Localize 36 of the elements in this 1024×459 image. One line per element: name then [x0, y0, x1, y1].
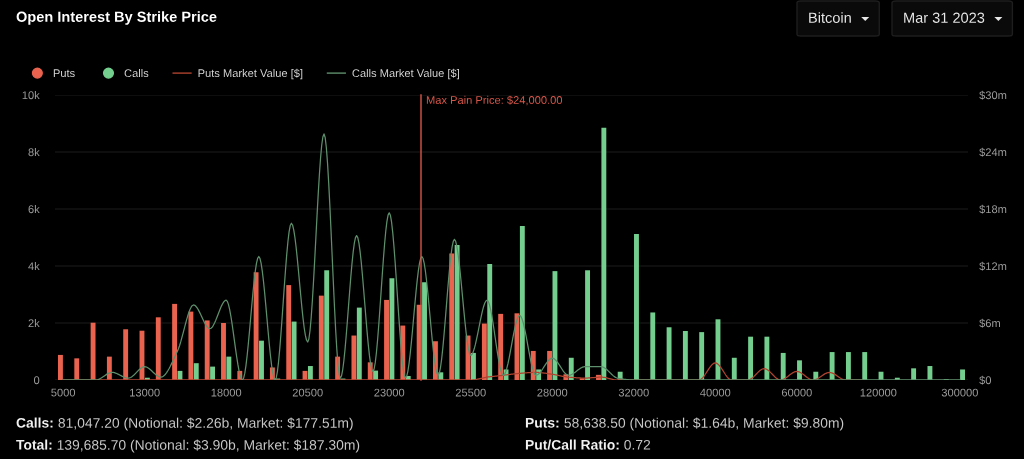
- text: Total: 139,685.70 (Notional: $3.90b, Market: $187.30m): [16, 439, 360, 453]
- x-tick-label: 32000: [618, 388, 649, 397]
- text: Put/Call Ratio: 0.72: [525, 439, 651, 450]
- x-tick-label: 5000: [51, 388, 76, 397]
- y-tick-label: 10k: [22, 90, 40, 100]
- x-tick-label: 18000: [211, 388, 242, 397]
- x-tick-label: 28000: [537, 388, 568, 397]
- y2-tick-label: $30m: [979, 90, 1007, 100]
- x-tick-label: 23000: [374, 388, 405, 397]
- x-tick-label: 13000: [130, 388, 160, 397]
- y-tick-label: 6k: [28, 204, 40, 214]
- x-tick-label: 300000: [941, 388, 978, 397]
- legend-label: Puts: [53, 69, 75, 78]
- y-tick-label: 4k: [28, 261, 40, 271]
- y2-tick-label: $24m: [979, 147, 1007, 157]
- y2-tick-label: $18m: [979, 204, 1007, 214]
- text: Bitcoin: [809, 12, 851, 23]
- legend-label: Calls Market Value [$]: [352, 68, 459, 80]
- y2-tick-label: $12m: [979, 261, 1007, 271]
- text: Calls: 81,047.20 (Notional: $2.26b, Market: $177.51m): [16, 417, 353, 431]
- x-tick-label: 25500: [455, 388, 486, 397]
- legend-label: Puts Market Value [$]: [198, 68, 303, 80]
- y-tick-label: 0: [33, 376, 40, 385]
- y2-tick-label: $0: [979, 375, 992, 385]
- x-tick-label: 20500: [292, 388, 323, 397]
- x-tick-label: 40000: [700, 388, 731, 397]
- text: Puts: 58,638.50 (Notional: $1.64b, Market: $9.80m): [525, 417, 844, 431]
- y-tick-label: 2k: [28, 318, 40, 328]
- annotation: Max Pain Price: $24,000.00: [426, 95, 563, 106]
- chart-title: Open Interest By Strike Price: [16, 11, 217, 25]
- y-tick-label: 8k: [28, 147, 40, 157]
- y2-tick-label: $6m: [979, 318, 1000, 328]
- x-tick-label: 120000: [860, 388, 897, 397]
- legend-label: Calls: [124, 68, 149, 78]
- text: Mar 31 2023: [904, 12, 985, 23]
- x-tick-label: 60000: [781, 388, 812, 397]
